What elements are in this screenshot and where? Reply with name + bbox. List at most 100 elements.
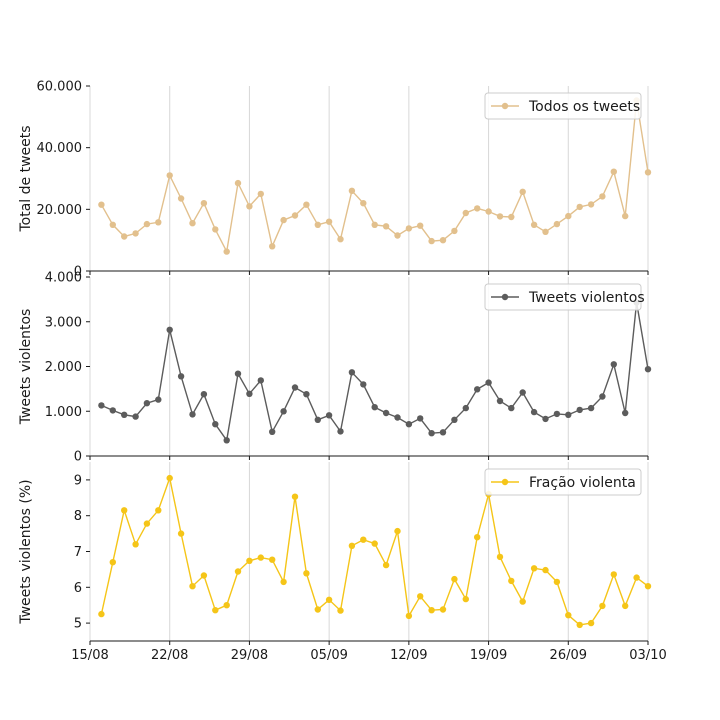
data-point-17/09: [462, 595, 469, 603]
data-point-06/09: [337, 607, 344, 614]
data-point-22/08: [166, 326, 173, 333]
y-tick-label: 9: [74, 473, 82, 488]
legend-label: Fração violenta: [529, 475, 636, 491]
data-point-21/08: [155, 396, 162, 403]
data-point-27/09: [576, 621, 583, 629]
data-point-08/09: [360, 381, 367, 388]
data-point-01/09: [280, 408, 287, 415]
y-tick-label: 40.000: [37, 141, 83, 156]
y-axis-label: Total de tweets: [18, 125, 34, 232]
data-point-21/08: [155, 219, 162, 226]
data-point-25/09: [553, 410, 561, 418]
data-point-05/09: [325, 596, 333, 603]
data-point-26/09: [565, 411, 572, 418]
data-point-22/09: [519, 188, 526, 195]
data-point-26/08: [212, 421, 219, 428]
y-tick-label: 0: [74, 450, 82, 465]
legend-box: [484, 283, 642, 311]
data-point-30/08: [257, 377, 264, 384]
data-point-25/08: [200, 200, 208, 207]
data-point-18/09: [474, 386, 481, 393]
x-tick-label: 15/08: [71, 648, 108, 663]
data-point-16/08: [98, 610, 105, 618]
x-tick-label: 22/08: [151, 648, 188, 663]
data-point-26/08: [212, 226, 219, 233]
data-point-18/08: [121, 411, 128, 418]
data-point-14/09: [428, 237, 435, 245]
y-tick-label: 4.000: [45, 271, 82, 286]
data-point-09/09: [371, 221, 378, 228]
x-tick-label: 29/08: [231, 648, 268, 663]
legend-marker: [501, 478, 509, 486]
legend-label: Tweets violentos: [528, 290, 645, 306]
y-tick-label: 3.000: [45, 315, 82, 330]
y-tick-label: 20.000: [37, 203, 83, 218]
data-point-24/08: [189, 220, 196, 227]
data-point-27/08: [223, 602, 230, 609]
data-point-24/09: [542, 566, 549, 574]
data-point-26/09: [565, 212, 572, 220]
data-point-21/09: [508, 577, 515, 585]
y-axis-label: Tweets violentos (%): [18, 479, 34, 624]
legend-marker: [501, 102, 509, 110]
y-tick-label: 8: [74, 509, 82, 524]
data-point-03/10: [644, 366, 652, 373]
data-point-19/09: [485, 379, 492, 386]
data-point-19/08: [132, 541, 139, 548]
data-point-01/09: [280, 578, 287, 586]
data-point-16/09: [451, 416, 458, 423]
data-point-10/09: [382, 409, 390, 417]
data-point-17/09: [462, 209, 469, 217]
data-point-23/09: [530, 565, 538, 572]
data-point-29/09: [599, 193, 606, 200]
data-point-09/09: [371, 404, 378, 411]
data-point-25/08: [200, 572, 208, 579]
x-tick-label: 26/09: [550, 648, 587, 663]
data-point-03/09: [303, 201, 310, 208]
data-point-20/09: [496, 397, 504, 405]
panel-all-tweets: 0 20.000 40.000 60.000 Total de tweets Todos …: [18, 80, 652, 280]
data-point-29/09: [599, 393, 606, 400]
data-point-15/09: [439, 429, 447, 436]
data-point-10/09: [382, 223, 390, 230]
data-point-16/09: [451, 575, 458, 583]
panel-violent-fraction: 5 6 7 8 9 Tweets violentos (%) Fração violenta: [18, 462, 652, 645]
data-point-24/08: [189, 583, 196, 590]
data-point-19/09: [485, 208, 492, 215]
data-point-23/09: [530, 221, 538, 228]
data-point-28/08: [234, 179, 242, 187]
y-tick-label: 0: [74, 265, 82, 280]
data-point-27/08: [223, 437, 230, 444]
data-point-29/08: [246, 390, 253, 397]
data-point-21/09: [508, 404, 515, 412]
data-point-06/09: [337, 236, 344, 243]
data-point-14/09: [428, 430, 435, 437]
data-point-30/09: [610, 361, 617, 368]
data-point-11/09: [394, 527, 401, 535]
data-point-14/09: [428, 607, 435, 614]
y-tick-label: 2.000: [45, 360, 82, 375]
data-point-13/09: [417, 222, 424, 229]
data-point-21/08: [155, 507, 162, 514]
data-point-30/09: [610, 168, 617, 175]
data-point-16/08: [98, 201, 105, 208]
data-point-24/08: [189, 411, 196, 418]
data-point-28/09: [587, 201, 595, 208]
x-tick-label: 12/09: [390, 648, 427, 663]
data-point-01/10: [622, 602, 629, 610]
data-point-19/08: [132, 230, 139, 237]
data-point-28/09: [587, 404, 595, 412]
y-tick-label: 1.000: [45, 405, 82, 420]
data-point-22/09: [519, 389, 526, 396]
data-point-17/08: [109, 407, 117, 414]
data-point-03/10: [644, 583, 652, 590]
data-point-17/09: [462, 404, 469, 412]
shared-x-axis: 15/08 22/08 29/08 05/09 12/09 19/09 26/09 03/10: [71, 648, 666, 663]
x-tick-label: 03/10: [629, 648, 666, 663]
data-point-31/08: [269, 428, 276, 435]
data-point-30/09: [610, 571, 617, 578]
data-point-04/09: [314, 221, 321, 228]
series-line: [100, 100, 649, 254]
data-point-29/09: [599, 602, 606, 610]
